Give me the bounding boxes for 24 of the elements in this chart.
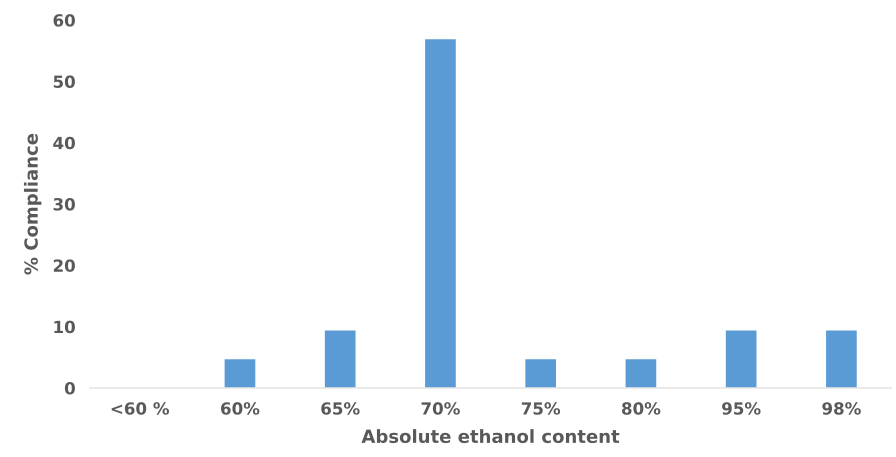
x-tick-label: 65% (321, 402, 360, 415)
y-tick-label: 50 (54, 75, 75, 88)
x-tick-label: 80% (622, 402, 660, 415)
x-tick-label: 98% (822, 402, 861, 415)
x-tick-label: 95% (722, 402, 761, 415)
x-tick-label: <60 % (112, 402, 170, 415)
bar (524, 358, 558, 388)
x-tick-label: 75% (522, 402, 560, 415)
bar (824, 329, 858, 388)
bar (724, 329, 758, 388)
x-axis-title: Absolute ethanol content (362, 429, 620, 444)
y-tick-label: 20 (54, 259, 75, 272)
bar (624, 358, 658, 388)
y-tick-label: 60 (54, 14, 75, 27)
x-tick-label: 60% (221, 402, 260, 415)
bar (424, 38, 458, 388)
bar (223, 358, 257, 388)
y-tick-label: 30 (54, 198, 75, 211)
bar (323, 329, 357, 388)
y-tick-label: 40 (53, 136, 75, 150)
y-tick-label: 10 (54, 320, 75, 334)
x-tick-label: 70% (422, 402, 460, 415)
y-tick-label: 0 (64, 382, 75, 395)
y-axis-title: % Compliance (24, 134, 42, 275)
